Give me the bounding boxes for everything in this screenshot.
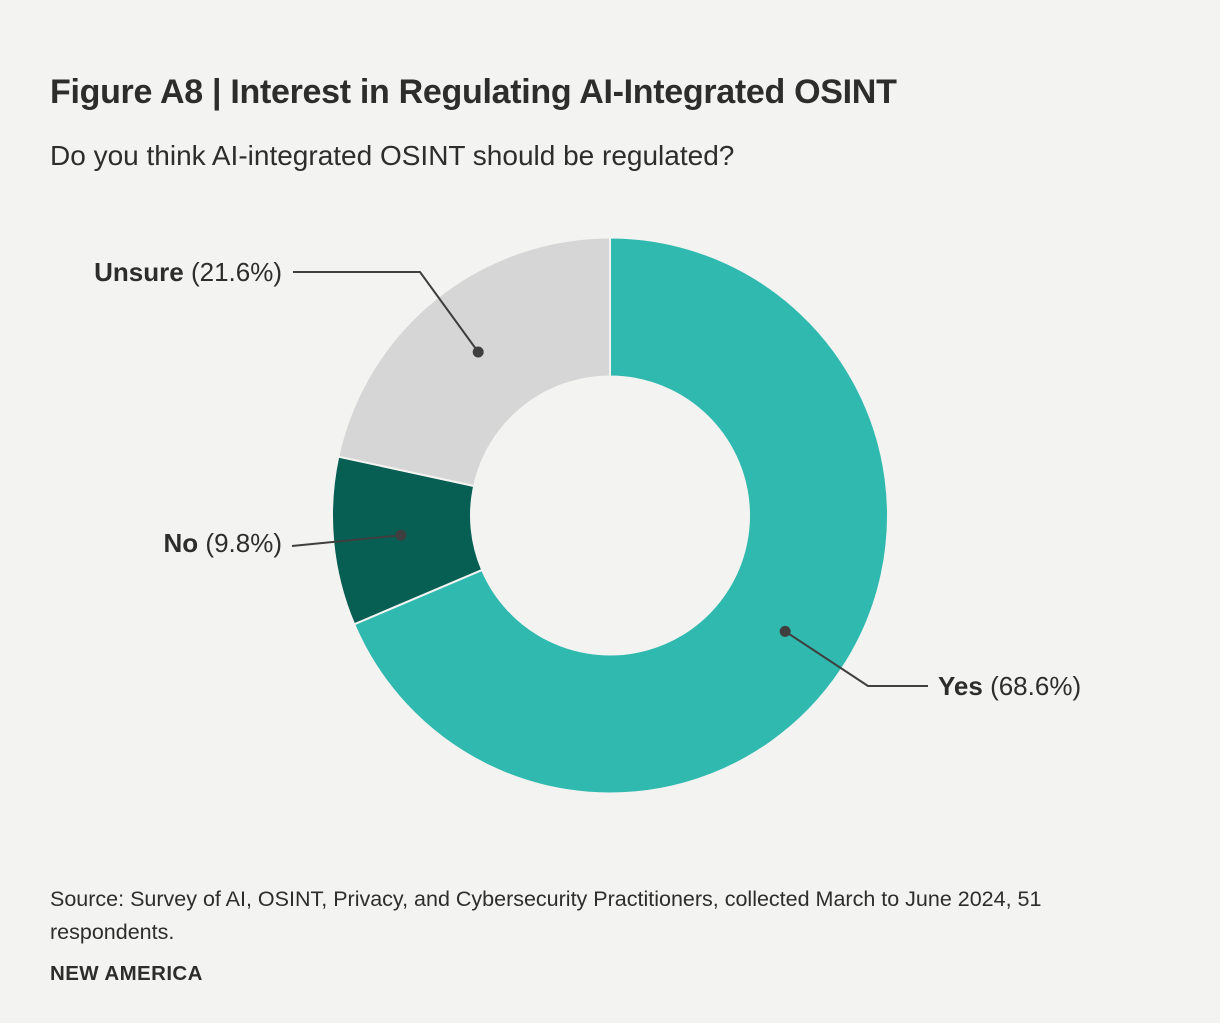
page-title: Figure A8 | Interest in Regulating AI-In… — [50, 72, 897, 111]
source-note: Source: Survey of AI, OSINT, Privacy, an… — [50, 886, 1042, 944]
slice-name-yes: Yes — [938, 671, 983, 701]
slice-name-unsure: Unsure — [94, 257, 184, 287]
page-subtitle: Do you think AI-integrated OSINT should … — [50, 140, 735, 171]
slice-label-no: No (9.8%) — [164, 529, 282, 557]
leader-line-no — [291, 534, 402, 547]
slice-yes — [352, 236, 889, 795]
slice-label-unsure: Unsure (21.6%) — [94, 258, 282, 286]
slice-unsure — [337, 236, 611, 488]
slice-name-no: No — [163, 528, 199, 558]
slice-label-yes: Yes (68.6%) — [938, 672, 1081, 700]
leader-dot-no — [395, 529, 407, 541]
slice-pct-yes: (68.6%) — [990, 671, 1082, 701]
leader-line-unsure — [293, 271, 479, 353]
leader-dot-unsure — [472, 346, 484, 358]
brand-logo: NEW AMERICA — [50, 961, 203, 985]
leader-line-yes — [784, 630, 928, 687]
leader-dot-yes — [779, 625, 791, 637]
slice-pct-no: (9.8%) — [205, 528, 282, 558]
slice-pct-unsure: (21.6%) — [190, 257, 282, 287]
